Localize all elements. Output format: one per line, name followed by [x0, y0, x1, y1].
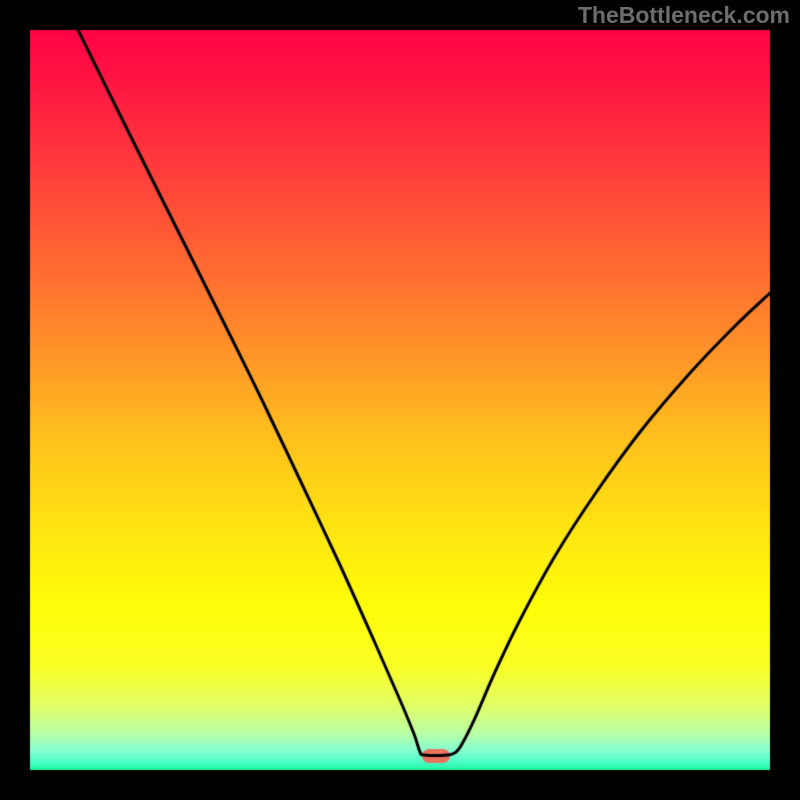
chart-stage: TheBottleneck.com: [0, 0, 800, 800]
bottleneck-chart-canvas: [0, 0, 800, 800]
